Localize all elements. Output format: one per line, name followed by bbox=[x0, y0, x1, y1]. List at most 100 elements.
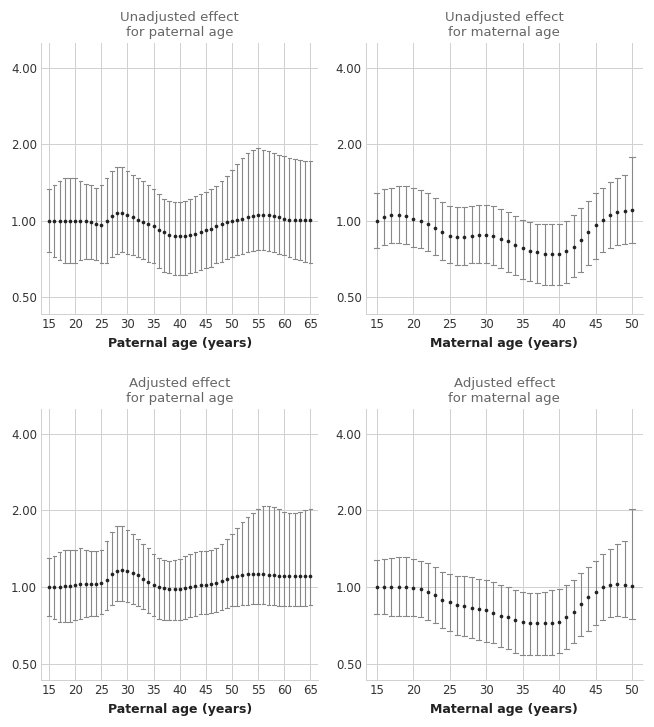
Point bbox=[65, 215, 75, 227]
Point bbox=[222, 573, 232, 585]
Point bbox=[65, 580, 75, 592]
Point bbox=[415, 583, 426, 595]
Point bbox=[169, 583, 180, 595]
Point bbox=[503, 236, 513, 247]
Point bbox=[86, 216, 96, 228]
Point bbox=[80, 578, 91, 590]
Point bbox=[91, 578, 101, 590]
Point bbox=[387, 581, 397, 593]
Point bbox=[583, 227, 593, 238]
Point bbox=[379, 581, 389, 593]
Point bbox=[107, 211, 117, 222]
Point bbox=[452, 232, 462, 244]
Point bbox=[619, 206, 630, 217]
Point bbox=[305, 571, 316, 582]
Point bbox=[415, 215, 426, 227]
Point bbox=[180, 582, 190, 594]
Point bbox=[196, 227, 206, 238]
Point bbox=[576, 598, 586, 609]
Point bbox=[122, 209, 133, 221]
X-axis label: Paternal age (years): Paternal age (years) bbox=[108, 703, 252, 716]
Point bbox=[517, 242, 528, 254]
Point bbox=[211, 577, 222, 588]
X-axis label: Maternal age (years): Maternal age (years) bbox=[430, 337, 578, 350]
Point bbox=[101, 574, 112, 585]
X-axis label: Maternal age (years): Maternal age (years) bbox=[430, 703, 578, 716]
Point bbox=[264, 209, 274, 221]
Point bbox=[583, 592, 593, 603]
Point bbox=[371, 581, 382, 593]
Point bbox=[159, 582, 169, 594]
Point bbox=[532, 246, 542, 258]
Point bbox=[503, 611, 513, 623]
Point bbox=[561, 245, 572, 257]
Point bbox=[133, 214, 143, 225]
Point bbox=[154, 581, 164, 593]
Point bbox=[70, 215, 80, 227]
Point bbox=[422, 218, 433, 230]
Point bbox=[232, 214, 243, 225]
Point bbox=[227, 571, 237, 583]
Point bbox=[143, 218, 154, 230]
Point bbox=[164, 229, 175, 241]
Point bbox=[54, 215, 65, 227]
Point bbox=[96, 220, 107, 231]
Point bbox=[598, 214, 608, 225]
Point bbox=[598, 581, 608, 593]
Point bbox=[80, 215, 91, 227]
Point bbox=[568, 606, 579, 617]
Point bbox=[274, 571, 284, 582]
Point bbox=[227, 215, 237, 227]
Point bbox=[284, 571, 295, 582]
Point bbox=[243, 569, 253, 580]
Point bbox=[75, 215, 86, 227]
Point bbox=[547, 617, 557, 629]
Point bbox=[232, 571, 243, 582]
Point bbox=[525, 617, 535, 629]
Point bbox=[180, 230, 190, 242]
Point bbox=[164, 583, 175, 595]
Point bbox=[206, 578, 216, 590]
Point bbox=[547, 248, 557, 260]
Point bbox=[408, 213, 419, 225]
Point bbox=[290, 571, 300, 582]
Point bbox=[481, 229, 491, 241]
Point bbox=[133, 570, 143, 582]
Point bbox=[264, 570, 274, 582]
Point bbox=[237, 570, 248, 582]
Point bbox=[554, 248, 564, 260]
Point bbox=[605, 209, 615, 221]
Point bbox=[438, 594, 448, 606]
Point bbox=[49, 215, 60, 227]
Point bbox=[190, 580, 201, 592]
Point bbox=[107, 569, 117, 580]
Point bbox=[44, 581, 54, 593]
Point bbox=[561, 611, 572, 623]
Title: Unadjusted effect
for maternal age: Unadjusted effect for maternal age bbox=[445, 11, 564, 39]
Point bbox=[112, 207, 122, 219]
Point bbox=[401, 211, 411, 222]
Point bbox=[517, 616, 528, 627]
Point bbox=[540, 617, 550, 629]
Point bbox=[175, 230, 185, 242]
Point bbox=[466, 230, 477, 242]
Point bbox=[253, 209, 264, 221]
Point bbox=[466, 602, 477, 614]
Point bbox=[148, 579, 159, 590]
Point bbox=[612, 206, 623, 218]
Point bbox=[496, 610, 506, 622]
Point bbox=[459, 601, 470, 612]
X-axis label: Paternal age (years): Paternal age (years) bbox=[108, 337, 252, 350]
Point bbox=[481, 604, 491, 616]
Point bbox=[75, 578, 86, 590]
Point bbox=[60, 215, 70, 227]
Point bbox=[148, 220, 159, 232]
Point bbox=[576, 234, 586, 246]
Point bbox=[122, 565, 133, 577]
Point bbox=[138, 216, 148, 228]
Point bbox=[284, 214, 295, 225]
Point bbox=[627, 580, 637, 592]
Point bbox=[473, 603, 484, 615]
Point bbox=[185, 581, 196, 593]
Point bbox=[201, 224, 211, 236]
